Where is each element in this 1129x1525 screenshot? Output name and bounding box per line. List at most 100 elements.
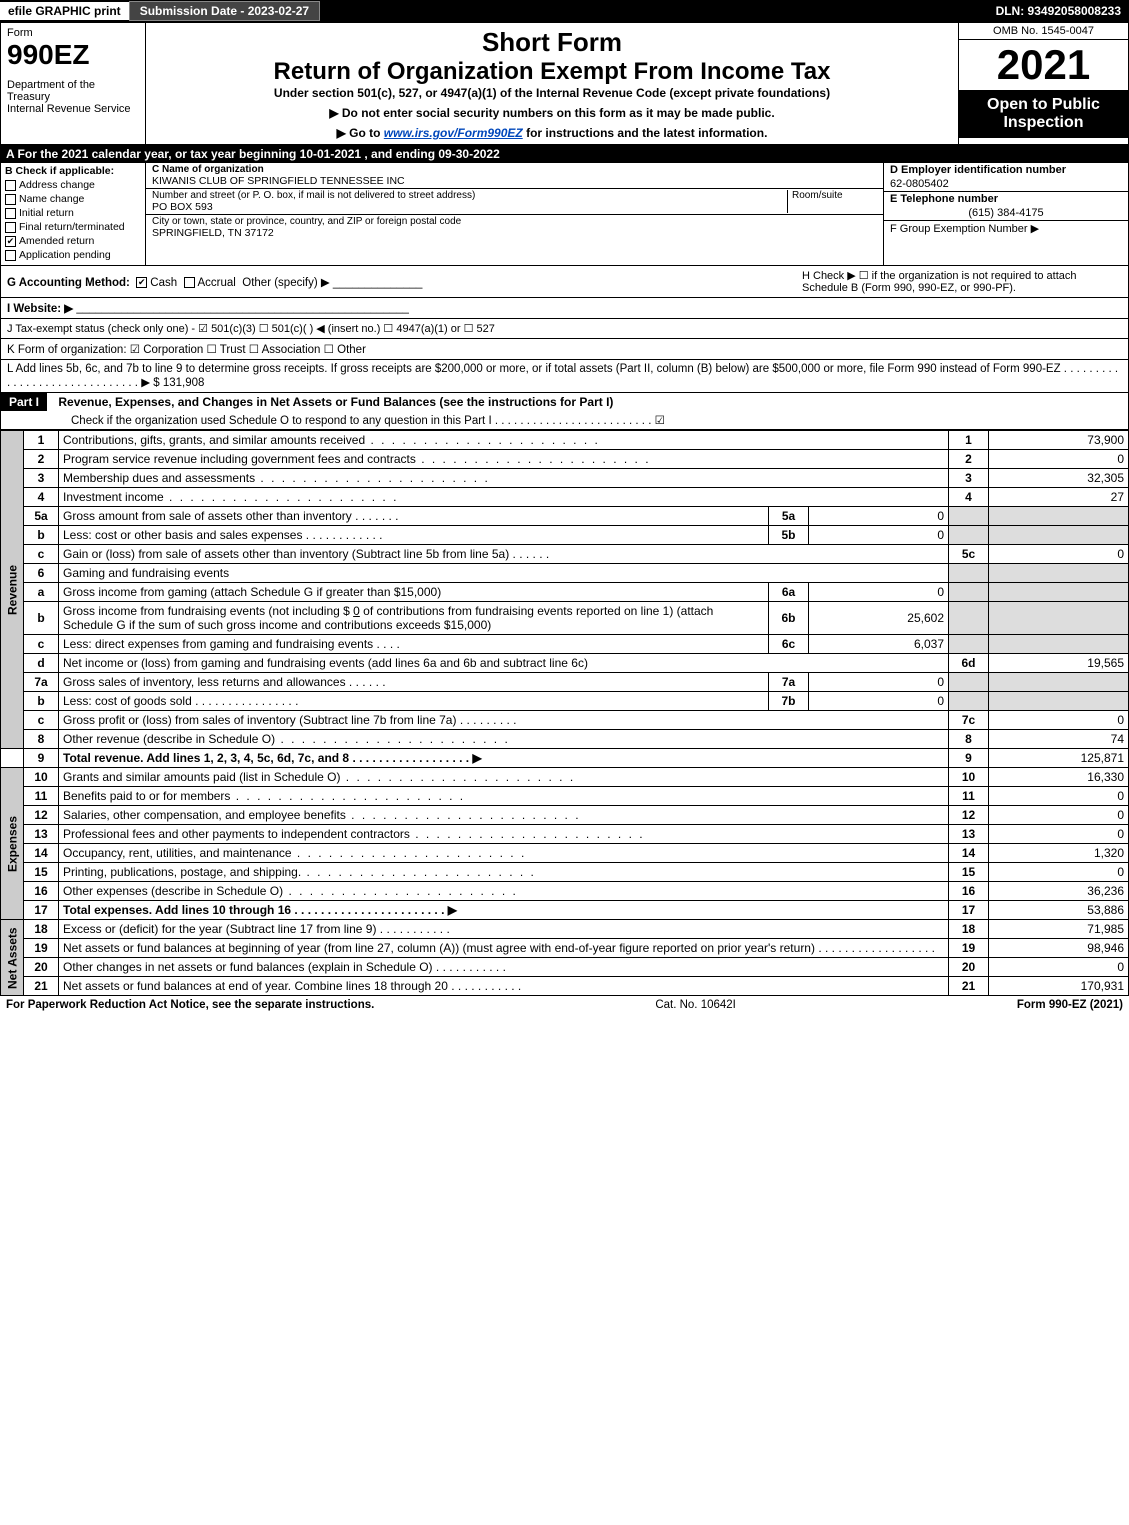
open-public: Open to Public Inspection: [959, 90, 1128, 138]
r5a-sv: 0: [809, 507, 949, 526]
chk-accrual-icon[interactable]: [184, 277, 195, 288]
chk-pending[interactable]: Application pending: [5, 249, 141, 261]
r8-n: 8: [24, 730, 59, 749]
r6a-sv: 0: [809, 583, 949, 602]
r4-v: 27: [989, 488, 1129, 507]
r10-d: Grants and similar amounts paid (list in…: [63, 770, 575, 784]
r7a-sv: 0: [809, 673, 949, 692]
d-label: D Employer identification number: [884, 163, 1128, 177]
g-accrual: Accrual: [198, 277, 236, 289]
city-value: SPRINGFIELD, TN 37172: [152, 227, 877, 239]
ein-value: 62-0805402: [884, 177, 1128, 191]
chk-address[interactable]: Address change: [5, 179, 141, 191]
shade: [949, 507, 989, 526]
r3-n: 3: [24, 469, 59, 488]
r7b-sv: 0: [809, 692, 949, 711]
r18-v: 71,985: [989, 920, 1129, 939]
part-i-title: Revenue, Expenses, and Changes in Net As…: [50, 395, 613, 409]
r11-d: Benefits paid to or for members: [63, 789, 465, 803]
submission-date: Submission Date - 2023-02-27: [129, 1, 320, 21]
street-value: PO BOX 593: [152, 201, 787, 213]
shade: [989, 602, 1129, 635]
g-block: G Accounting Method: ✔Cash Accrual Other…: [7, 275, 802, 289]
r6c-sv: 6,037: [809, 635, 949, 654]
r17-n: 17: [24, 901, 59, 920]
r6d-n: d: [24, 654, 59, 673]
g-other: Other (specify) ▶: [242, 277, 329, 289]
r7a-d: Gross sales of inventory, less returns a…: [63, 675, 346, 689]
shade: [949, 583, 989, 602]
r7c-ln: 7c: [949, 711, 989, 730]
footer-right: Form 990-EZ (2021): [1017, 999, 1123, 1011]
r8-ln: 8: [949, 730, 989, 749]
r5c-n: c: [24, 545, 59, 564]
r1-v: 73,900: [989, 431, 1129, 450]
r8-v: 74: [989, 730, 1129, 749]
r18-n: 18: [24, 920, 59, 939]
r6c-sl: 6c: [769, 635, 809, 654]
r16-v: 36,236: [989, 882, 1129, 901]
r7c-d: Gross profit or (loss) from sales of inv…: [63, 713, 456, 727]
r21-d: Net assets or fund balances at end of ye…: [63, 979, 448, 993]
shade: [989, 526, 1129, 545]
r4-n: 4: [24, 488, 59, 507]
r15-n: 15: [24, 863, 59, 882]
r5b-sl: 5b: [769, 526, 809, 545]
shade: [949, 635, 989, 654]
col-b: B Check if applicable: Address change Na…: [1, 163, 146, 265]
r6a-d: Gross income from gaming (attach Schedul…: [59, 583, 769, 602]
header-right: OMB No. 1545-0047 2021 Open to Public In…: [958, 23, 1128, 144]
r16-n: 16: [24, 882, 59, 901]
f-label: F Group Exemption Number ▶: [884, 220, 1128, 236]
chk-initial[interactable]: Initial return: [5, 207, 141, 219]
r13-d: Professional fees and other payments to …: [63, 827, 645, 841]
r19-ln: 19: [949, 939, 989, 958]
c-name-label: C Name of organization: [152, 164, 877, 175]
r21-ln: 21: [949, 977, 989, 996]
r4-d: Investment income: [63, 490, 398, 504]
r6-d: Gaming and fundraising events: [59, 564, 949, 583]
row-l: L Add lines 5b, 6c, and 7b to line 9 to …: [0, 360, 1129, 393]
r9-ln: 9: [949, 749, 989, 768]
r11-ln: 11: [949, 787, 989, 806]
r5c-ln: 5c: [949, 545, 989, 564]
g-label: G Accounting Method:: [7, 277, 130, 289]
r7a-sl: 7a: [769, 673, 809, 692]
col-c: C Name of organization KIWANIS CLUB OF S…: [146, 163, 883, 265]
r2-v: 0: [989, 450, 1129, 469]
r17-ln: 17: [949, 901, 989, 920]
r16-d: Other expenses (describe in Schedule O): [63, 884, 518, 898]
row-j: J Tax-exempt status (check only one) - ☑…: [0, 319, 1129, 339]
goto-line: ▶ Go to www.irs.gov/Form990EZ for instru…: [154, 126, 950, 140]
r15-v: 0: [989, 863, 1129, 882]
r20-v: 0: [989, 958, 1129, 977]
r14-ln: 14: [949, 844, 989, 863]
shade: [949, 692, 989, 711]
r11-v: 0: [989, 787, 1129, 806]
shade: [989, 583, 1129, 602]
chk-amended[interactable]: ✔Amended return: [5, 235, 141, 247]
r1-n: 1: [24, 431, 59, 450]
r14-d: Occupancy, rent, utilities, and maintena…: [63, 846, 526, 860]
chk-final[interactable]: Final return/terminated: [5, 221, 141, 233]
r5b-n: b: [24, 526, 59, 545]
r9-v: 125,871: [989, 749, 1129, 768]
goto-post: for instructions and the latest informat…: [523, 126, 768, 140]
form-header: Form 990EZ Department of the Treasury In…: [0, 22, 1129, 145]
r14-n: 14: [24, 844, 59, 863]
header-left: Form 990EZ Department of the Treasury In…: [1, 23, 146, 144]
chk-cash-icon[interactable]: ✔: [136, 277, 147, 288]
r14-v: 1,320: [989, 844, 1129, 863]
r6d-v: 19,565: [989, 654, 1129, 673]
r21-n: 21: [24, 977, 59, 996]
irs-link[interactable]: www.irs.gov/Form990EZ: [384, 126, 523, 140]
header-center: Short Form Return of Organization Exempt…: [146, 23, 958, 144]
r3-v: 32,305: [989, 469, 1129, 488]
r7b-sl: 7b: [769, 692, 809, 711]
footer-left: For Paperwork Reduction Act Notice, see …: [6, 999, 374, 1011]
shade: [989, 564, 1129, 583]
form-word: Form: [7, 27, 139, 39]
chk-name[interactable]: Name change: [5, 193, 141, 205]
r2-n: 2: [24, 450, 59, 469]
shade: [989, 692, 1129, 711]
